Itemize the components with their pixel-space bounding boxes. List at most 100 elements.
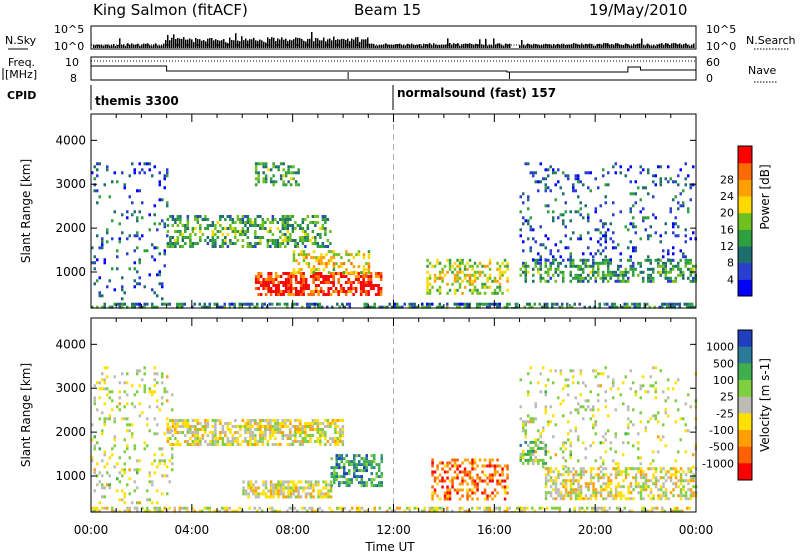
range-cell [547, 267, 550, 271]
count-bar [377, 45, 379, 48]
range-cell [476, 473, 479, 477]
range-cell [582, 258, 585, 262]
range-cell [534, 264, 537, 268]
count-bar [497, 43, 499, 48]
range-cell [254, 428, 257, 431]
range-cell [338, 305, 341, 309]
range-cell [526, 302, 529, 306]
range-cell [111, 453, 114, 457]
range-cell [672, 252, 675, 256]
range-cell [544, 204, 547, 208]
range-cell [552, 381, 555, 385]
range-cell [599, 252, 602, 256]
range-cell [171, 236, 175, 239]
range-cell [254, 171, 258, 175]
range-cell [184, 227, 187, 230]
range-cell [458, 261, 462, 265]
range-cell [456, 473, 459, 477]
range-cell [289, 290, 293, 293]
range-cell [113, 417, 116, 421]
range-cell [262, 287, 265, 290]
range-cell [527, 207, 530, 211]
range-cell [368, 305, 371, 309]
range-cell [529, 417, 532, 421]
range-cell [629, 240, 632, 244]
range-cell [360, 457, 363, 461]
range-cell [657, 479, 660, 483]
range-cell [491, 473, 494, 477]
range-cell [547, 420, 550, 424]
count-bar [139, 45, 141, 48]
range-cell [669, 258, 672, 262]
range-cell [292, 259, 296, 263]
count-bar [95, 45, 97, 48]
range-cell [682, 255, 685, 259]
range-cell [624, 497, 628, 501]
range-cell [259, 428, 262, 431]
range-cell [486, 497, 489, 501]
range-cell [126, 372, 129, 376]
range-cell [466, 305, 469, 309]
range-cell [266, 419, 270, 422]
range-cell [367, 268, 371, 272]
range-cell [639, 387, 642, 391]
range-cell [171, 434, 175, 437]
count-bar [615, 43, 617, 48]
range-cell [574, 429, 577, 433]
range-cell [584, 399, 587, 403]
range-cell [584, 497, 588, 501]
count-bar [409, 44, 411, 48]
range-cell [221, 443, 225, 446]
range-cell [433, 279, 437, 283]
range-cell [673, 506, 676, 510]
range-cell [93, 384, 96, 388]
range-cell [677, 174, 680, 178]
range-cell [322, 275, 325, 278]
range-cell [522, 192, 525, 196]
range-cell [619, 270, 622, 274]
range-cell [559, 473, 563, 477]
range-cell [508, 302, 511, 306]
range-cell [677, 234, 680, 238]
colorbar-segment [738, 246, 752, 264]
range-cell [103, 378, 106, 382]
range-cell [669, 279, 672, 283]
range-cell [286, 437, 290, 440]
range-cell [443, 470, 447, 474]
range-cell [363, 302, 366, 306]
range-cell [314, 284, 318, 287]
range-cell [98, 381, 101, 385]
range-cell [488, 458, 492, 462]
range-cell [607, 375, 610, 379]
range-cell [614, 435, 617, 439]
range-cell [123, 438, 126, 442]
count-bar [647, 43, 649, 48]
range-cell [564, 459, 567, 463]
range-cell [667, 270, 670, 274]
range-cell [96, 462, 99, 466]
range-cell [421, 509, 424, 513]
range-cell [473, 491, 477, 495]
range-cell [441, 279, 444, 283]
range-cell [587, 482, 590, 486]
range-cell [657, 420, 660, 424]
range-cell [171, 453, 174, 457]
range-cell [553, 506, 556, 510]
range-cell [297, 168, 300, 172]
range-cell [657, 261, 660, 265]
range-cell [604, 467, 608, 471]
range-cell [380, 484, 383, 488]
range-cell [378, 481, 381, 485]
range-cell [294, 495, 298, 499]
range-cell [431, 285, 434, 289]
range-cell [523, 509, 526, 513]
range-cell [281, 218, 285, 221]
range-cell [318, 302, 321, 306]
count-bar [605, 43, 607, 48]
range-cell [549, 485, 553, 489]
range-cell [534, 402, 537, 406]
count-bar [577, 44, 579, 48]
range-cell [138, 402, 141, 406]
range-cell [264, 281, 268, 284]
